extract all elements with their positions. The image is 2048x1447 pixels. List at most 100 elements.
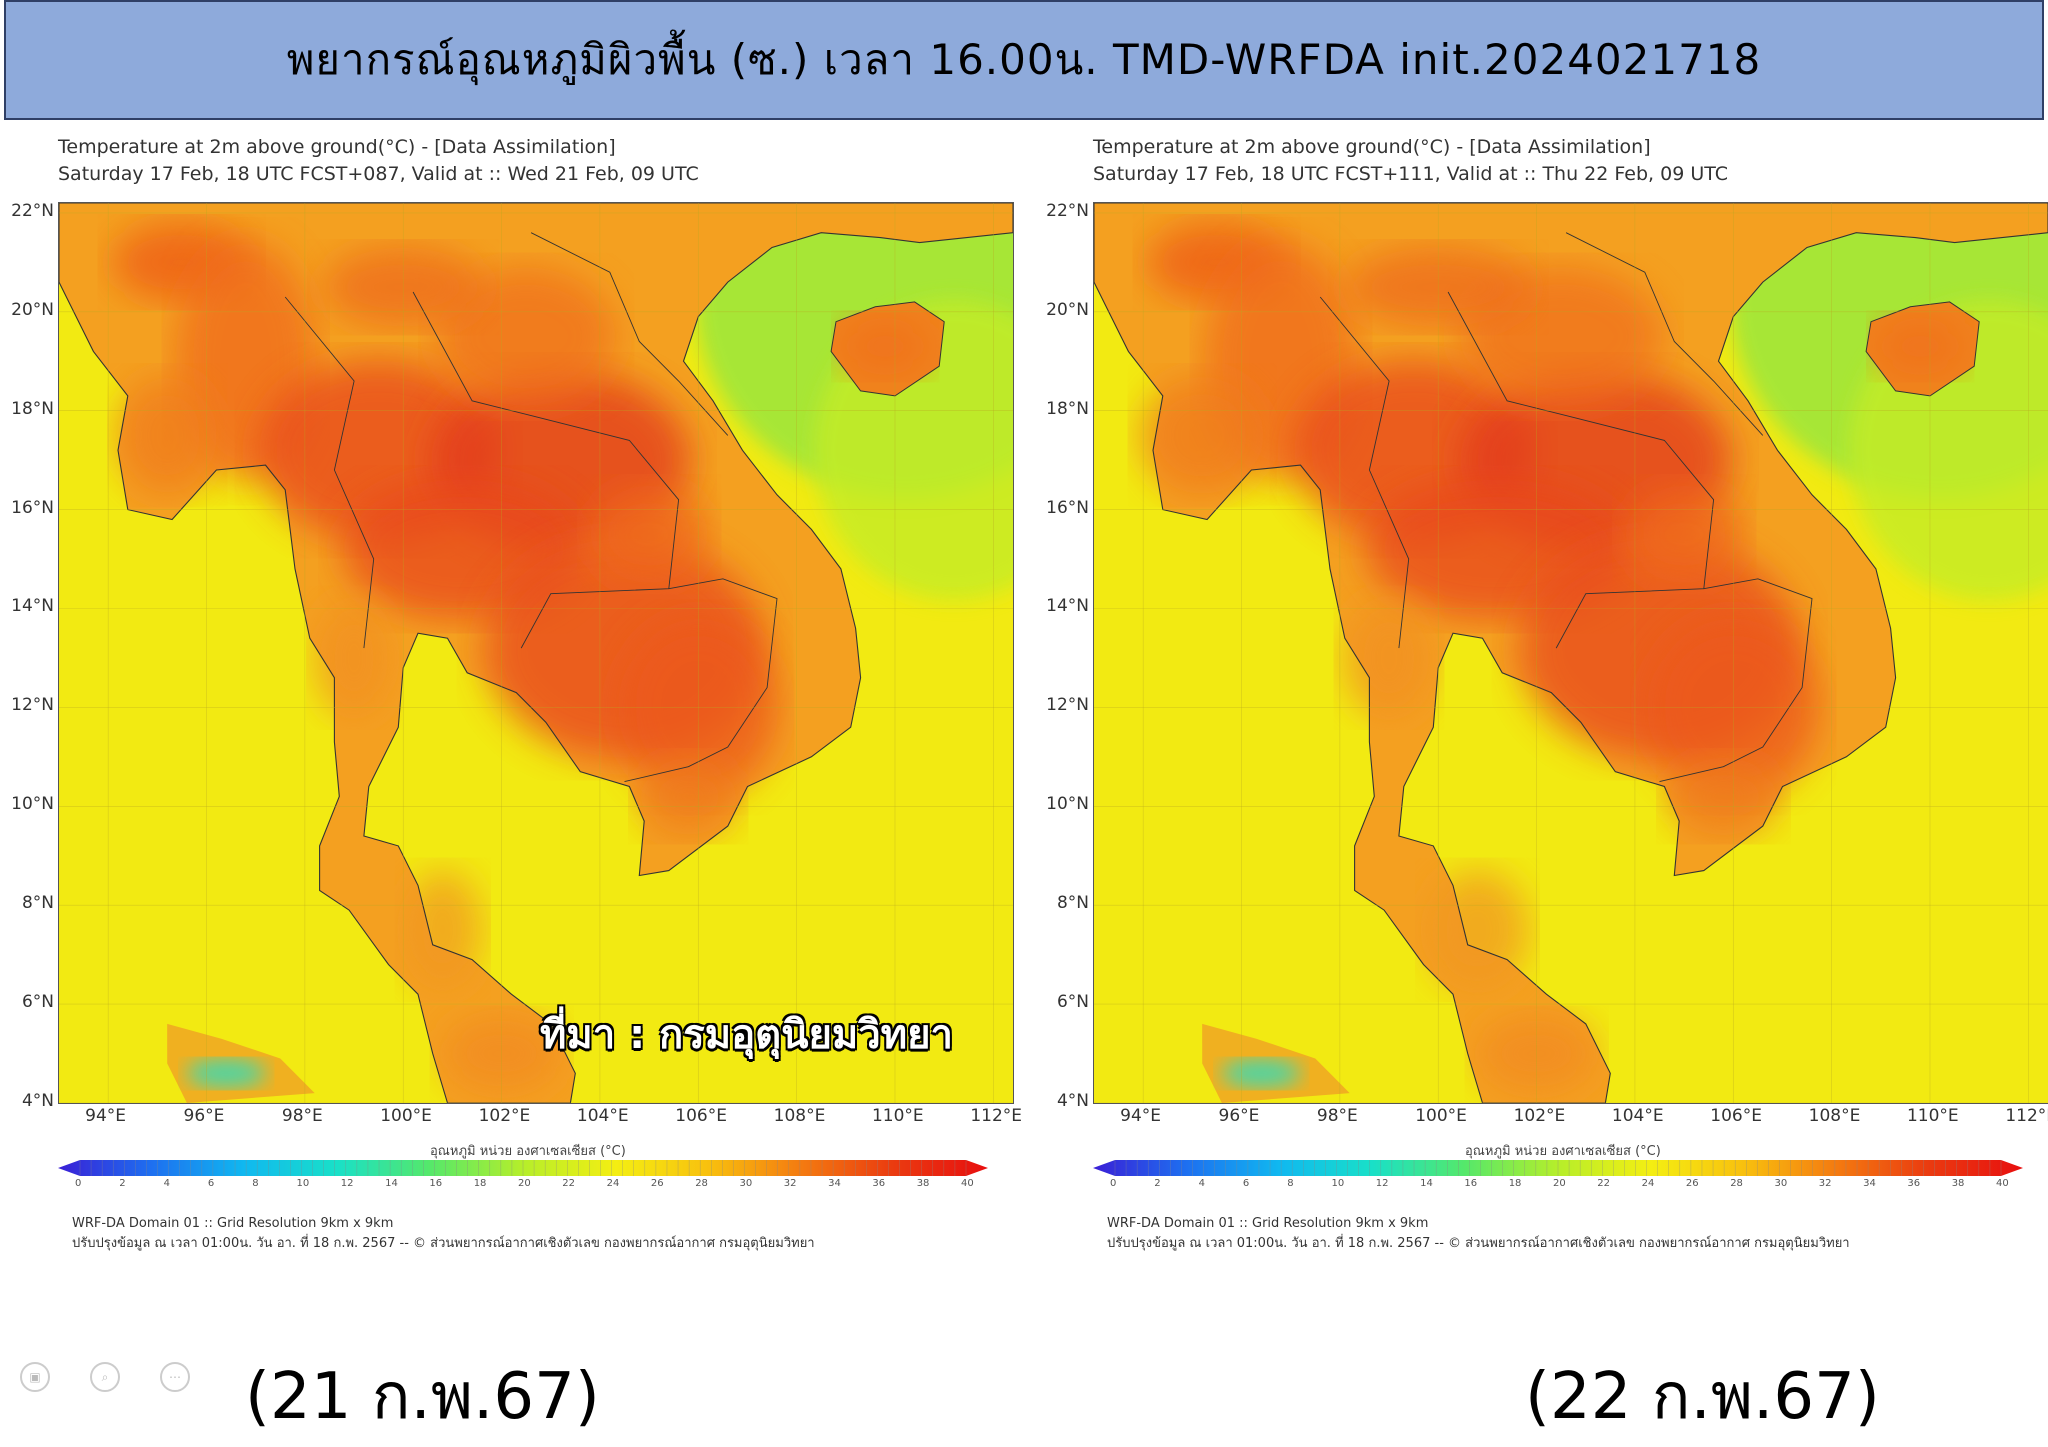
lon-label: 102°E bbox=[478, 1106, 531, 1126]
date-label: (22 ก.พ.67) bbox=[1525, 1360, 1880, 1434]
map-title: Temperature at 2m above ground(°C) - [Da… bbox=[58, 134, 699, 188]
colorbar-tick: 0 bbox=[1110, 1178, 1117, 1189]
colorbar-tick: 4 bbox=[163, 1178, 170, 1189]
lon-label: 112°E bbox=[2005, 1106, 2048, 1126]
colorbar-tick: 12 bbox=[340, 1178, 354, 1189]
lat-label: 22°N bbox=[11, 200, 54, 221]
colorbar-tick: 12 bbox=[1375, 1178, 1389, 1189]
colorbar-tick: 38 bbox=[1951, 1178, 1965, 1189]
colorbar-tick: 26 bbox=[1685, 1178, 1699, 1189]
colorbar-tick: 20 bbox=[1553, 1178, 1566, 1189]
lat-label: 6°N bbox=[1056, 992, 1089, 1013]
lat-label: 10°N bbox=[1046, 794, 1089, 815]
lat-label: 12°N bbox=[1046, 695, 1089, 716]
lon-label: 98°E bbox=[1316, 1106, 1358, 1126]
colorbar bbox=[58, 1160, 988, 1176]
colorbar-tick: 0 bbox=[75, 1178, 82, 1189]
colorbar-tick: 28 bbox=[695, 1178, 708, 1189]
lat-label: 10°N bbox=[11, 794, 54, 815]
lat-label: 16°N bbox=[11, 497, 54, 518]
colorbar bbox=[1093, 1160, 2023, 1176]
footnote-line2: ปรับปรุงข้อมูล ณ เวลา 01:00น. วัน อา. ที… bbox=[72, 1236, 815, 1251]
colorbar-tick: 22 bbox=[562, 1178, 576, 1189]
lon-label: 112°E bbox=[970, 1106, 1023, 1126]
colorbar-tick: 30 bbox=[1774, 1178, 1788, 1189]
lat-label: 4°N bbox=[21, 1091, 54, 1111]
colorbar-tick: 24 bbox=[606, 1178, 620, 1189]
map-frame bbox=[1093, 202, 2048, 1104]
colorbar-tick: 2 bbox=[1154, 1178, 1161, 1189]
temperature-map bbox=[1094, 203, 2048, 1103]
colorbar-tick: 10 bbox=[296, 1178, 310, 1189]
lon-label: 110°E bbox=[1906, 1106, 1959, 1126]
date-label: (21 ก.พ.67) bbox=[245, 1360, 600, 1434]
colorbar-tick: 14 bbox=[385, 1178, 398, 1189]
lon-label: 102°E bbox=[1513, 1106, 1566, 1126]
lon-label: 104°E bbox=[1611, 1106, 1664, 1126]
lon-label: 108°E bbox=[773, 1106, 826, 1126]
page-title: พยากรณ์อุณหภูมิผิวพื้น (ซ.) เวลา 16.00น.… bbox=[286, 35, 1762, 84]
lon-label: 100°E bbox=[1415, 1106, 1467, 1126]
lon-label: 96°E bbox=[183, 1106, 225, 1126]
map-title-line2: Saturday 17 Feb, 18 UTC FCST+111, Valid … bbox=[1093, 163, 1728, 185]
colorbar-tick: 8 bbox=[1287, 1178, 1294, 1189]
lon-label: 94°E bbox=[85, 1106, 127, 1126]
lat-label: 12°N bbox=[11, 695, 54, 716]
lat-label: 14°N bbox=[11, 596, 54, 617]
colorbar-tick: 34 bbox=[828, 1178, 841, 1189]
header-banner: พยากรณ์อุณหภูมิผิวพื้น (ซ.) เวลา 16.00น.… bbox=[4, 0, 2044, 120]
colorbar-tick: 36 bbox=[872, 1178, 886, 1189]
lon-label: 108°E bbox=[1808, 1106, 1861, 1126]
lat-label: 20°N bbox=[1046, 299, 1089, 320]
lat-label: 20°N bbox=[11, 299, 54, 320]
source-caption: ที่มา : กรมอุตุนิยมวิทยา bbox=[540, 1012, 953, 1058]
colorbar-tick: 30 bbox=[739, 1178, 753, 1189]
colorbar-tick: 8 bbox=[252, 1178, 259, 1189]
colorbar-tick: 16 bbox=[1464, 1178, 1478, 1189]
map-title: Temperature at 2m above ground(°C) - [Da… bbox=[1093, 134, 1728, 188]
lon-label: 110°E bbox=[871, 1106, 924, 1126]
lat-label: 8°N bbox=[21, 893, 54, 914]
colorbar-tick: 2 bbox=[119, 1178, 126, 1189]
footnote: WRF-DA Domain 01 :: Grid Resolution 9km … bbox=[72, 1214, 815, 1254]
map-title-line2: Saturday 17 Feb, 18 UTC FCST+087, Valid … bbox=[58, 163, 699, 185]
colorbar-tick: 28 bbox=[1730, 1178, 1743, 1189]
colorbar-tick: 24 bbox=[1641, 1178, 1655, 1189]
lon-label: 98°E bbox=[281, 1106, 323, 1126]
colorbar-tick: 18 bbox=[473, 1178, 487, 1189]
zoom-icon[interactable]: ⌕ bbox=[90, 1362, 120, 1392]
footnote: WRF-DA Domain 01 :: Grid Resolution 9km … bbox=[1107, 1214, 1850, 1254]
lon-label: 96°E bbox=[1218, 1106, 1260, 1126]
forecast-panel-left: Temperature at 2m above ground(°C) - [Da… bbox=[11, 120, 1060, 1434]
colorbar-tick: 18 bbox=[1508, 1178, 1522, 1189]
colorbar-tick: 6 bbox=[1242, 1178, 1250, 1189]
lon-label: 106°E bbox=[1710, 1106, 1762, 1126]
colorbar-tick: 26 bbox=[650, 1178, 664, 1189]
colorbar-tick: 16 bbox=[429, 1178, 443, 1189]
lat-label: 8°N bbox=[1056, 893, 1089, 914]
map-title-line1: Temperature at 2m above ground(°C) - [Da… bbox=[1093, 136, 1651, 158]
colorbar-tick: 32 bbox=[783, 1178, 797, 1189]
more-icon[interactable]: ⋯ bbox=[160, 1362, 190, 1392]
image-icon[interactable]: ▣ bbox=[20, 1362, 50, 1392]
colorbar-title: อุณหภูมิ หน่วย องศาเซลเซียส (°C) bbox=[430, 1144, 626, 1159]
viewer-toolbar: ▣ ⌕ ⋯ bbox=[20, 1362, 190, 1392]
footnote-line1: WRF-DA Domain 01 :: Grid Resolution 9km … bbox=[1107, 1216, 1429, 1231]
lon-label: 100°E bbox=[380, 1106, 432, 1126]
lon-label: 104°E bbox=[576, 1106, 629, 1126]
colorbar-tick: 38 bbox=[916, 1178, 930, 1189]
lat-label: 22°N bbox=[1046, 200, 1089, 221]
colorbar-wrap bbox=[1093, 1160, 2023, 1180]
footnote-line2: ปรับปรุงข้อมูล ณ เวลา 01:00น. วัน อา. ที… bbox=[1107, 1236, 1850, 1251]
colorbar-tick: 20 bbox=[518, 1178, 531, 1189]
colorbar-tick: 22 bbox=[1597, 1178, 1611, 1189]
colorbar-wrap bbox=[58, 1160, 988, 1180]
colorbar-tick: 36 bbox=[1907, 1178, 1921, 1189]
colorbar-tick: 10 bbox=[1331, 1178, 1345, 1189]
lat-label: 14°N bbox=[1046, 596, 1089, 617]
lat-label: 6°N bbox=[21, 992, 54, 1013]
map-title-line1: Temperature at 2m above ground(°C) - [Da… bbox=[58, 136, 616, 158]
temperature-map bbox=[59, 203, 1013, 1103]
lat-label: 18°N bbox=[11, 398, 54, 419]
colorbar-tick: 40 bbox=[1996, 1178, 2009, 1189]
